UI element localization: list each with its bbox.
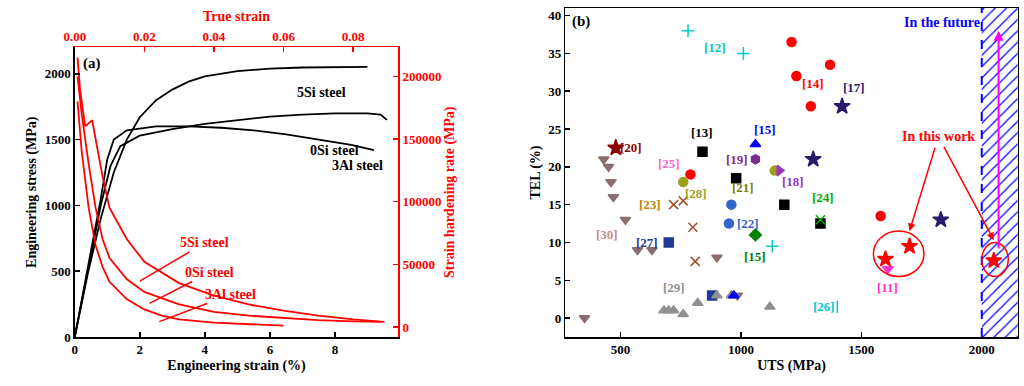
svg-text:(b): (b) [572,13,590,30]
svg-text:True strain: True strain [203,9,270,24]
svg-text:0: 0 [402,320,409,335]
svg-text:[26]: [26] [813,299,835,314]
svg-text:1000: 1000 [728,342,754,357]
svg-text:[21]: [21] [732,180,754,195]
svg-text:UTS (MPa): UTS (MPa) [757,358,826,374]
svg-text:20: 20 [548,159,561,174]
svg-text:[17]: [17] [843,80,865,95]
svg-text:0: 0 [72,342,79,357]
svg-text:2000: 2000 [45,66,71,81]
svg-text:4: 4 [202,342,209,357]
svg-text:100000: 100000 [402,194,441,209]
svg-text:3Al steel: 3Al steel [332,158,383,173]
svg-text:[18]: [18] [782,174,804,189]
svg-text:1500: 1500 [45,132,71,147]
svg-text:0Si steel: 0Si steel [185,265,234,280]
svg-text:[15]: [15] [754,122,776,137]
svg-text:0.04: 0.04 [203,29,226,44]
svg-text:15: 15 [548,197,562,212]
svg-text:Engineering strain (%): Engineering strain (%) [167,358,306,374]
svg-text:6: 6 [267,342,274,357]
svg-text:3Al steel: 3Al steel [205,287,256,302]
svg-text:In the future: In the future [904,15,980,30]
svg-text:40: 40 [548,8,561,23]
svg-text:0.02: 0.02 [133,29,156,44]
svg-text:[29]: [29] [663,280,685,295]
svg-text:25: 25 [548,122,562,137]
svg-text:[12]: [12] [704,40,726,55]
svg-text:[30]: [30] [596,227,618,242]
svg-text:500: 500 [51,264,71,279]
svg-text:5: 5 [555,273,562,288]
svg-text:2000: 2000 [969,342,995,357]
svg-text:200000: 200000 [402,69,441,84]
svg-text:[11]: [11] [877,280,898,295]
svg-text:[25]: [25] [658,156,680,171]
svg-text:150000: 150000 [402,132,441,147]
svg-text:[13]: [13] [691,125,713,140]
svg-text:Engineering stress (MPa): Engineering stress (MPa) [25,116,41,268]
svg-text:[19]: [19] [726,152,748,167]
svg-text:5Si steel: 5Si steel [180,235,229,250]
svg-text:0.00: 0.00 [63,29,86,44]
svg-text:1000: 1000 [45,198,71,213]
svg-text:[24]: [24] [812,190,834,205]
svg-text:0Si steel: 0Si steel [310,143,359,158]
svg-text:10: 10 [548,235,561,250]
svg-text:[14]: [14] [802,76,824,91]
svg-text:(a): (a) [83,55,101,72]
svg-text:[22]: [22] [737,216,759,231]
svg-text:30: 30 [548,84,561,99]
svg-text:[15]: [15] [744,249,766,264]
svg-text:0.08: 0.08 [342,29,365,44]
svg-text:[28]: [28] [685,186,707,201]
svg-text:In this work: In this work [902,129,975,144]
svg-text:0.06: 0.06 [272,29,295,44]
svg-text:5Si steel: 5Si steel [297,85,346,100]
svg-text:[23]: [23] [639,197,661,212]
svg-text:0: 0 [555,311,562,326]
svg-text:1500: 1500 [848,342,874,357]
svg-text:500: 500 [611,342,631,357]
svg-text:[20]: [20] [620,140,642,155]
svg-text:2: 2 [137,342,144,357]
svg-text:[27]: [27] [636,235,658,250]
svg-text:Strain hardening rate (MPa): Strain hardening rate (MPa) [442,106,458,278]
svg-text:0: 0 [64,330,71,345]
svg-text:TEL (%): TEL (%) [528,145,544,199]
svg-text:35: 35 [548,46,562,61]
svg-text:50000: 50000 [402,257,435,272]
svg-text:8: 8 [332,342,339,357]
